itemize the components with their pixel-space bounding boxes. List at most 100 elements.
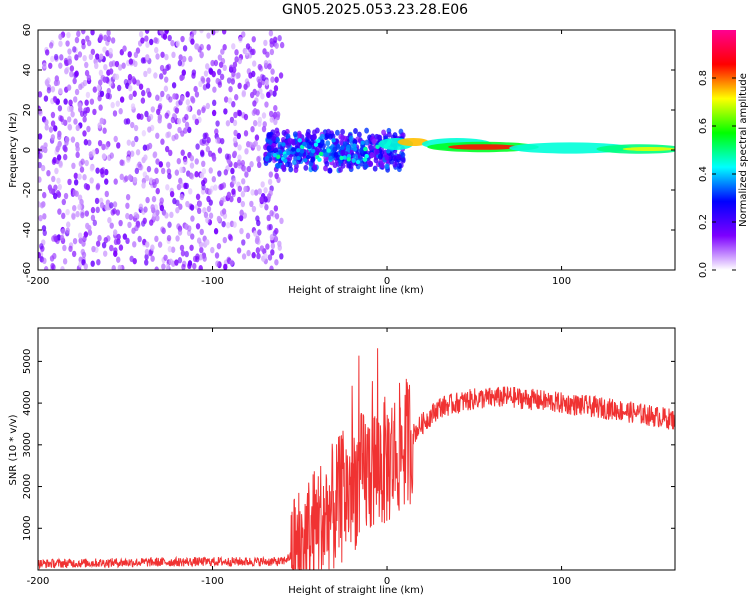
spectrogram-cell: [249, 91, 255, 99]
spectrogram-cell: [50, 86, 56, 93]
spectrogram-cell: [225, 120, 231, 127]
spectrogram-cell: [144, 248, 150, 256]
spectrogram-cell: [84, 61, 89, 69]
spectrogram-cell: [84, 69, 90, 77]
spectrogram-cell: [49, 255, 55, 262]
spectrogram-cell: [128, 85, 133, 92]
spectrogram-cell: [293, 167, 299, 174]
spectrogram-cell: [187, 126, 192, 134]
spectrogram-cell: [180, 250, 186, 257]
spectrogram-cell: [189, 204, 195, 211]
spectrogram-cell: [274, 259, 279, 266]
spectrogram-cell: [233, 111, 238, 119]
spectrogram-cell: [141, 89, 146, 97]
spectrogram-cell: [331, 138, 336, 143]
spectrogram-cell: [200, 75, 205, 83]
spectrogram-cell: [65, 227, 70, 234]
spectrogram-y-tick-label: 40: [22, 64, 33, 77]
spectrogram-cell: [227, 233, 233, 240]
spectrogram-cell: [74, 70, 79, 77]
spectrogram-cell: [140, 97, 146, 104]
spectrogram-cell: [110, 37, 116, 44]
spectrogram-cell: [339, 155, 344, 161]
spectrogram-cell: [184, 250, 189, 258]
spectrogram-cell: [327, 167, 333, 174]
spectrogram-cell: [189, 173, 195, 180]
spectrogram-cell: [189, 162, 195, 169]
spectrogram-cell: [164, 112, 169, 119]
snr-y-tick-label: 5000: [22, 349, 33, 374]
spectrogram-cell: [323, 165, 328, 172]
spectrogram-cell: [312, 134, 317, 141]
spectrogram-cell: [92, 108, 97, 116]
spectrogram-cell: [155, 214, 160, 222]
spectrogram-cell: [226, 77, 232, 84]
spectrogram-cell: [150, 106, 156, 113]
spectrogram-cell: [134, 167, 140, 175]
colorbar-label: Normalized spectral amplitude: [738, 73, 749, 227]
spectrogram-cell: [286, 150, 291, 156]
colorbar-tick-label: 0.8: [698, 70, 709, 86]
spectrogram-cell: [342, 141, 348, 148]
spectrogram-cell: [213, 184, 218, 191]
spectrogram-cell: [224, 153, 230, 160]
spectrogram-cell: [81, 30, 86, 35]
spectrogram-cell: [103, 34, 108, 42]
spectrogram-cell: [48, 42, 54, 49]
spectrogram-cell: [104, 204, 109, 211]
spectrogram-cell: [153, 72, 158, 79]
spectrogram-cell: [257, 116, 263, 124]
spectrogram-cell: [356, 131, 362, 138]
spectrogram-cell: [257, 229, 262, 236]
spectrogram-cell: [369, 151, 375, 158]
spectrogram-cell: [134, 135, 139, 143]
spectrogram-cell: [191, 72, 196, 79]
spectrogram-cell: [44, 49, 50, 56]
spectrogram-cell: [76, 30, 81, 38]
spectrogram-cell: [81, 251, 87, 259]
spectrogram-cell: [238, 214, 244, 222]
spectrogram-cell: [126, 156, 131, 163]
spectrogram-cell: [63, 98, 68, 105]
spectrogram-cell: [48, 62, 53, 69]
spectrogram-cell: [202, 255, 207, 262]
spectrogram-cell: [38, 91, 43, 98]
spectrogram-cell: [241, 239, 246, 246]
spectrogram-cell: [227, 97, 233, 104]
spectrogram-cell: [251, 48, 256, 56]
spectrogram-cell: [82, 130, 87, 137]
spectrogram-cell: [154, 167, 159, 174]
spectrogram-cell: [187, 260, 193, 267]
spectrogram-cell: [245, 81, 251, 88]
spectrogram-cell: [69, 65, 75, 72]
spectrogram-cell: [38, 133, 43, 140]
spectrogram-cell: [392, 132, 398, 139]
spectrogram-cell: [208, 167, 213, 174]
spectrogram-cell: [84, 99, 89, 106]
snr-x-tick-label: -100: [201, 576, 224, 587]
spectrogram-cell: [257, 78, 262, 85]
spectrogram-cell: [99, 168, 105, 175]
spectrogram-cell: [236, 132, 241, 140]
spectrogram-cell: [94, 197, 100, 205]
spectrogram-cell: [77, 232, 83, 239]
spectrogram-cell: [342, 135, 348, 142]
spectrogram-cell: [158, 73, 164, 80]
spectrogram-cell: [42, 257, 47, 265]
spectrogram-cell: [267, 63, 272, 70]
spectrogram-cell: [189, 155, 195, 162]
spectrogram-cell: [268, 30, 274, 37]
spectrogram-cell: [113, 135, 118, 143]
spectrogram-cell: [75, 151, 80, 159]
spectrogram-cell: [198, 241, 204, 248]
spectrogram-cell: [368, 160, 373, 167]
spectrogram-cell: [256, 252, 261, 260]
spectrogram-cell: [163, 254, 168, 261]
spectrogram-cell: [55, 145, 60, 153]
spectrogram-cell: [256, 219, 261, 227]
spectrogram-cell: [199, 172, 205, 179]
spectrogram-cell: [216, 242, 222, 250]
spectrogram-cell: [67, 48, 72, 55]
spectrogram-cell: [82, 235, 87, 243]
spectrogram-cell: [90, 30, 95, 36]
